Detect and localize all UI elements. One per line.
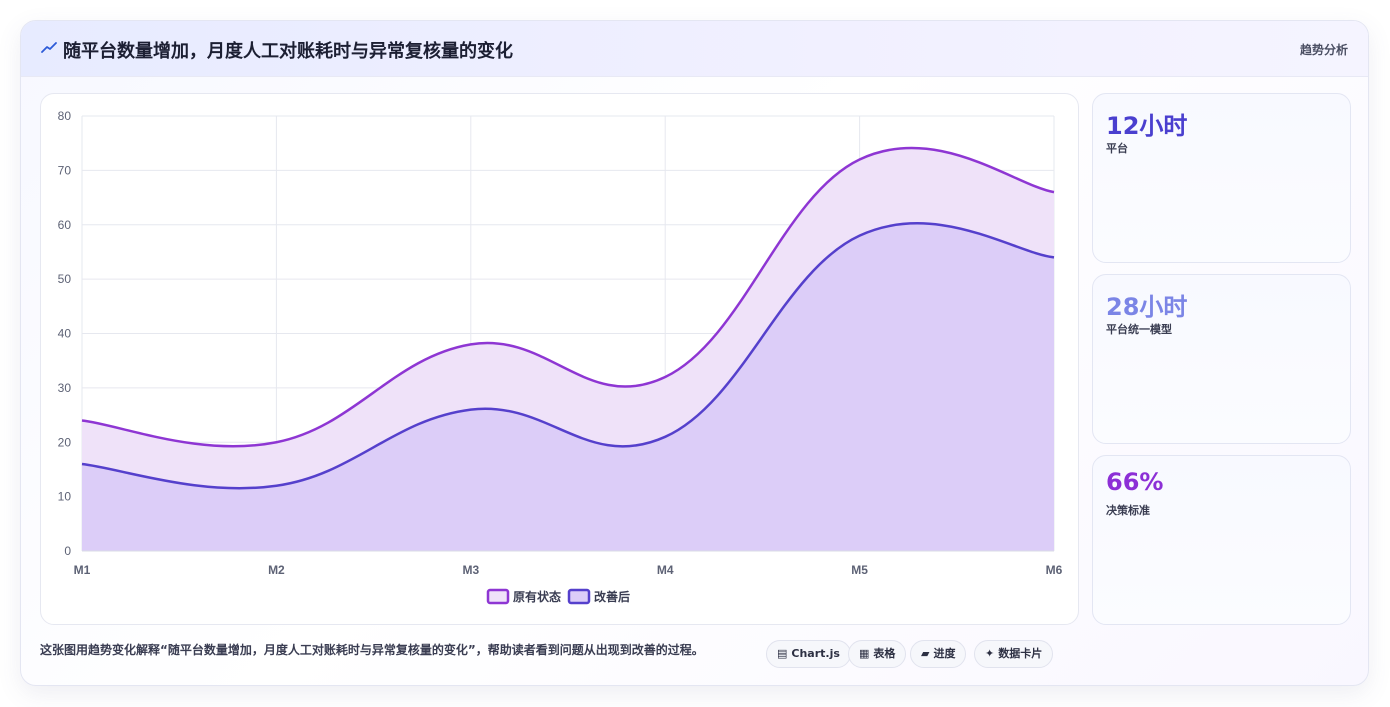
y-tick-label: 50 xyxy=(58,272,72,286)
progress-icon: ▰ xyxy=(921,647,930,660)
stat-card-2: 28小时 平台统一模型 xyxy=(1092,274,1351,444)
legend-label: 原有状态 xyxy=(513,589,561,604)
y-tick-label: 70 xyxy=(58,163,72,177)
legend-label: 改善后 xyxy=(594,589,630,604)
header-tag: 趋势分析 xyxy=(1299,43,1348,57)
y-tick-label: 80 xyxy=(58,109,72,123)
progress-pill[interactable]: ▰ 进度 xyxy=(910,640,967,668)
pill-label: 表格 xyxy=(873,647,896,660)
trend-icon xyxy=(41,42,57,53)
pill-label: 进度 xyxy=(933,647,956,660)
area-chart: 0 10 20 30 40 50 60 70 80 M1 M2 M3 M4 M5 M6 原有状态 改善后 xyxy=(58,109,1063,605)
x-tick-label: M2 xyxy=(268,563,285,577)
stat-value: 28小时 xyxy=(1106,293,1188,321)
table-pill[interactable]: ▦ 表格 xyxy=(848,640,907,668)
y-tick-label: 0 xyxy=(64,544,71,558)
stat-label: 平台 xyxy=(1106,142,1128,155)
stat-card-1: 12小时 平台 xyxy=(1092,93,1351,263)
y-tick-label: 30 xyxy=(58,381,72,395)
page-title: 随平台数量增加，月度人工对账耗时与异常复核量的变化 xyxy=(63,41,513,62)
legend-swatch xyxy=(486,588,510,605)
x-tick-label: M4 xyxy=(657,563,674,577)
chart-icon: ▤ xyxy=(777,647,788,660)
series-line-1 xyxy=(81,146,1055,448)
table-icon: ▦ xyxy=(859,647,870,660)
card-header: 随平台数量增加，月度人工对账耗时与异常复核量的变化 趋势分析 xyxy=(21,21,1368,77)
chartjs-pill[interactable]: ▤ Chart.js xyxy=(766,640,851,668)
x-tick-label: M1 xyxy=(74,563,91,577)
stat-card-3: 66% 决策标准 xyxy=(1092,455,1351,625)
stat-value: 66% xyxy=(1106,468,1164,496)
stat-label: 平台统一模型 xyxy=(1106,323,1172,336)
chart-description: 这张图用趋势变化解释“随平台数量增加，月度人工对账耗时与异常复核量的变化”，帮助… xyxy=(40,643,704,657)
stat-value: 12小时 xyxy=(1106,112,1188,140)
x-tick-label: M5 xyxy=(851,563,868,577)
series-area-2 xyxy=(82,223,1054,552)
pill-label: 数据卡片 xyxy=(998,647,1043,660)
pill-label: Chart.js xyxy=(791,647,840,660)
legend-swatch xyxy=(567,588,591,605)
y-tick-label: 10 xyxy=(58,490,72,504)
y-tick-label: 20 xyxy=(58,435,72,449)
y-tick-label: 60 xyxy=(58,218,72,232)
stat-label: 决策标准 xyxy=(1106,504,1150,517)
x-tick-label: M6 xyxy=(1046,563,1063,577)
x-tick-label: M3 xyxy=(462,563,479,577)
chart-card: 随平台数量增加，月度人工对账耗时与异常复核量的变化 趋势分析 0 10 20 30 40… xyxy=(20,20,1369,686)
series-line-2 xyxy=(81,222,1055,490)
chart-panel: 0 10 20 30 40 50 60 70 80 M1 M2 M3 M4 M5 M6 原有状态 改善后 xyxy=(40,93,1079,625)
y-tick-label: 40 xyxy=(58,327,72,341)
data-card-pill[interactable]: ✦ 数据卡片 xyxy=(974,640,1054,668)
sparkle-icon: ✦ xyxy=(985,647,995,660)
